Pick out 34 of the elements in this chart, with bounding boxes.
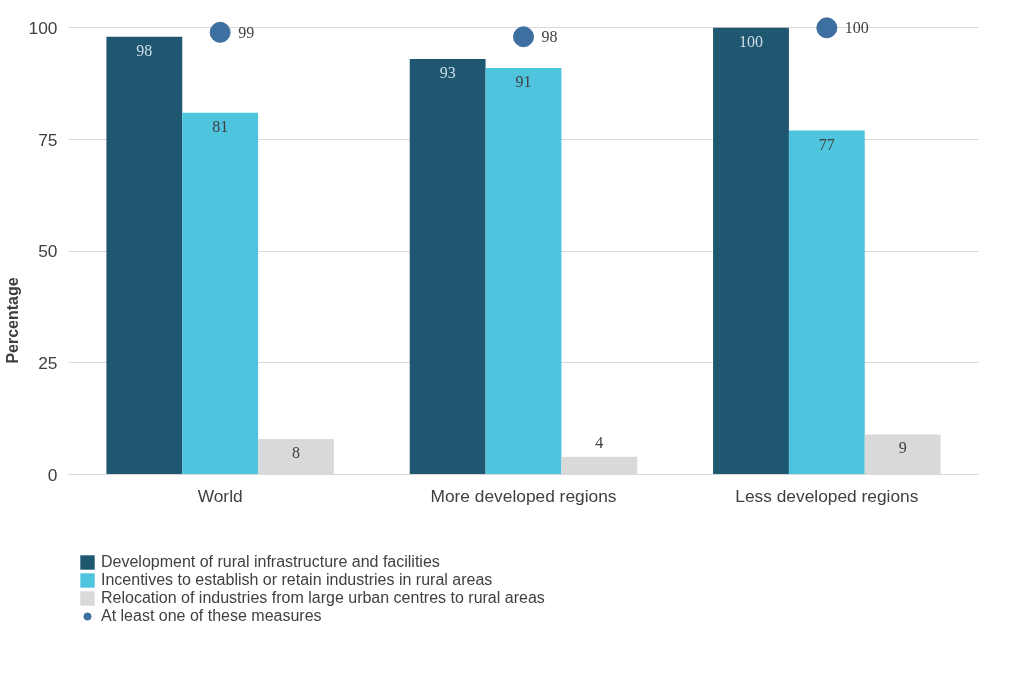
data-label: 93 <box>439 64 456 82</box>
bar <box>485 68 562 475</box>
data-label: 81 <box>212 117 229 135</box>
bar <box>106 36 183 475</box>
data-label: 100 <box>844 19 869 37</box>
bar <box>713 27 789 475</box>
x-tick-label: Less developed regions <box>735 485 919 506</box>
data-label: 8 <box>292 443 300 461</box>
y-tick-label: 100 <box>28 17 58 38</box>
y-tick-label: 50 <box>38 241 58 262</box>
data-label: 9 <box>898 439 907 457</box>
y-tick-label: 25 <box>38 352 58 373</box>
data-label: 98 <box>541 28 558 46</box>
data-label: 98 <box>136 41 153 59</box>
legend-label: Relocation of industries from large urban centres to rural areas <box>101 589 545 607</box>
x-tick-label: More developed regions <box>430 485 617 506</box>
y-tick-label: 0 <box>47 464 58 485</box>
point <box>209 21 231 43</box>
y-axis-title: Percentage <box>3 277 21 364</box>
legend-label: Incentives to establish or retain industries in rural areas <box>101 571 493 589</box>
bar <box>788 130 865 475</box>
legend-label: Development of rural infrastructure and facilities <box>101 553 440 571</box>
data-label: 91 <box>515 73 532 91</box>
point <box>816 17 838 39</box>
x-tick-label: World <box>197 485 243 506</box>
bar <box>409 59 486 475</box>
data-label: 99 <box>238 23 255 41</box>
data-label: 4 <box>595 433 604 451</box>
legend-label: At least one of these measures <box>101 607 322 625</box>
y-tick-label: 75 <box>38 129 58 150</box>
data-label: 100 <box>739 32 763 50</box>
data-label: 77 <box>818 135 835 153</box>
point <box>513 26 534 48</box>
bar <box>182 112 259 475</box>
